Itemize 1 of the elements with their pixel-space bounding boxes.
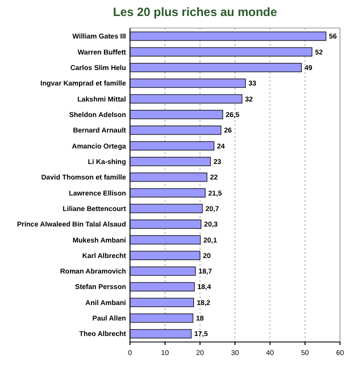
chart-title: Les 20 plus riches au monde	[112, 5, 278, 19]
